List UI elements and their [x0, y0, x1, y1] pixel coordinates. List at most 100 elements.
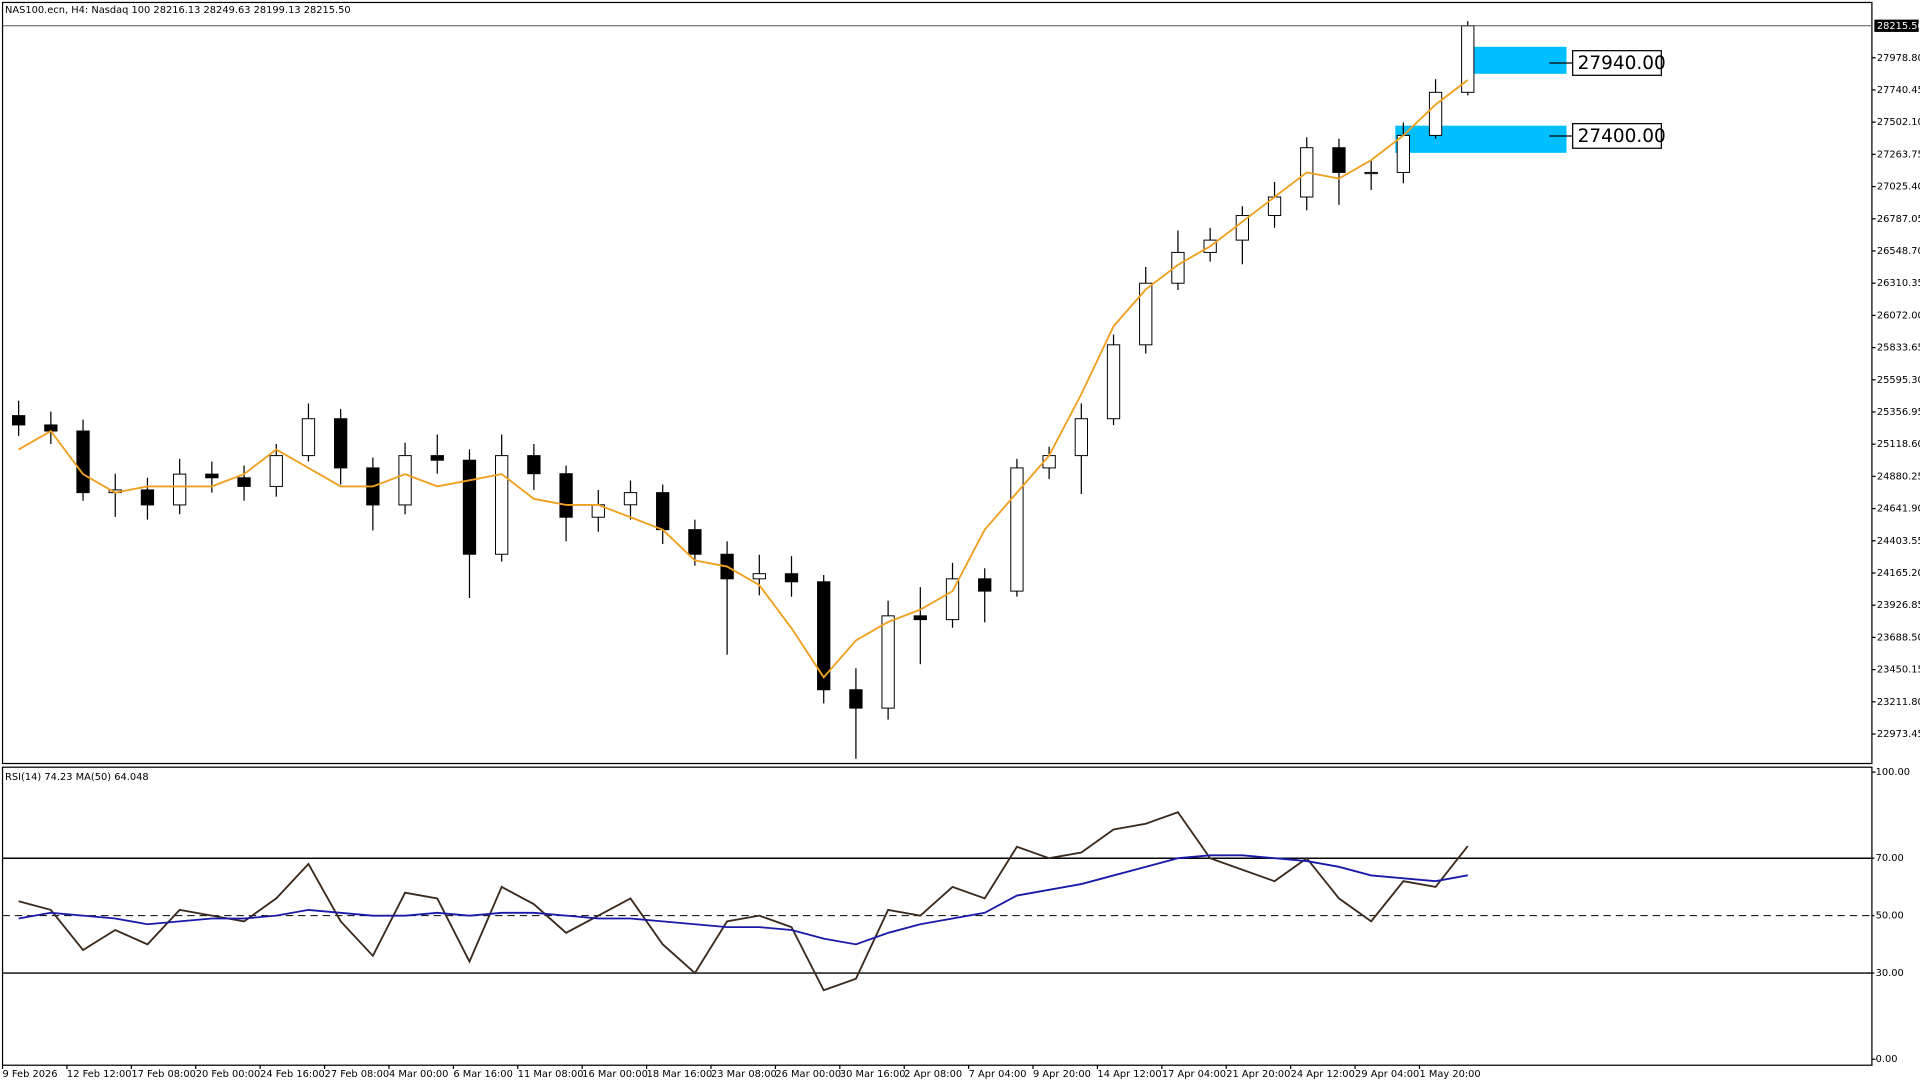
y-tick-label: 50.00	[1876, 911, 1904, 922]
zone	[1395, 125, 1567, 153]
y-tick-label: 22973.45	[1877, 729, 1920, 740]
candle-body	[817, 581, 831, 691]
x-tick-label: 16 Mar 00:00	[582, 1069, 648, 1080]
candle-body	[430, 455, 444, 461]
x-tick-label: 4 Mar 00:00	[389, 1069, 448, 1080]
x-tick-label: 24 Feb 16:00	[260, 1069, 325, 1080]
rsi-line	[18, 811, 1469, 992]
candle-body	[849, 689, 863, 709]
moving-average	[18, 79, 1469, 679]
y-tick-label: 23688.50	[1877, 632, 1920, 643]
rsi-title: RSI(14) 74.23 MA(50) 64.048	[5, 772, 149, 783]
y-tick-label: 23450.15	[1877, 665, 1920, 676]
candle-body	[913, 615, 927, 621]
candle-body	[1396, 134, 1411, 173]
y-tick-label: 27025.40	[1877, 182, 1920, 193]
candle-body	[1074, 418, 1088, 457]
x-tick-label: 26 Mar 00:00	[775, 1069, 841, 1080]
y-tick-label: 26548.70	[1877, 246, 1920, 257]
x-tick-label: 29 Apr 04:00	[1355, 1069, 1419, 1080]
y-tick-label: 25595.30	[1877, 375, 1920, 386]
candle-body	[623, 492, 638, 506]
candle-body	[656, 492, 670, 531]
y-tick-label: 30.00	[1876, 968, 1904, 979]
y-tick-label: 24165.20	[1877, 568, 1920, 579]
candle-body	[1010, 467, 1024, 592]
candle-body	[1428, 91, 1443, 136]
zone-label: 27400.00	[1578, 126, 1666, 147]
candle-body	[1106, 344, 1121, 420]
candle-body	[237, 477, 251, 487]
y-tick-label: 27263.75	[1877, 149, 1920, 160]
candle-body	[140, 489, 155, 506]
candle-body	[1235, 215, 1249, 241]
y-tick-label: 26787.05	[1877, 214, 1920, 225]
main-panel	[1, 1, 1873, 765]
candle-body	[978, 578, 992, 592]
y-tick-label-box	[1874, 909, 1906, 922]
x-tick-label: 9 Apr 20:00	[1033, 1069, 1091, 1080]
candle-body	[205, 473, 219, 479]
x-tick-label: 30 Mar 16:00	[840, 1069, 906, 1080]
y-tick-label: 27502.10	[1877, 117, 1920, 128]
x-tick-label: 7 Apr 04:00	[969, 1069, 1027, 1080]
y-tick-label: 25356.95	[1877, 407, 1920, 418]
candle-body	[752, 573, 766, 580]
x-tick-label: 17 Feb 08:00	[131, 1069, 196, 1080]
candle-body	[1139, 282, 1153, 346]
x-tick-label: 2 Apr 08:00	[904, 1069, 962, 1080]
rsi-panel	[1, 766, 1873, 1066]
current-price-box	[1874, 19, 1919, 32]
x-tick-label: 6 Mar 16:00	[453, 1069, 512, 1080]
y-tick-label: 27740.45	[1877, 85, 1920, 96]
zone	[1463, 46, 1567, 74]
y-tick-label: 0.00	[1876, 1054, 1898, 1065]
y-tick-label: 24403.55	[1877, 536, 1920, 547]
candle-body	[559, 473, 573, 518]
x-tick-label: 14 Apr 12:00	[1097, 1069, 1161, 1080]
x-tick-label: 21 Apr 20:00	[1226, 1069, 1290, 1080]
candle-body	[269, 455, 283, 487]
y-tick-label: 70.00	[1876, 853, 1904, 864]
y-tick-label-box	[1874, 852, 1906, 865]
candle-body	[301, 418, 316, 457]
rsi-line	[18, 854, 1468, 946]
x-tick-label: 18 Mar 16:00	[647, 1069, 713, 1080]
y-tick-label: 100.00	[1876, 767, 1910, 778]
y-tick-label: 26072.00	[1877, 310, 1920, 321]
candle-body	[495, 455, 509, 555]
current-price-label: 28215.50	[1877, 21, 1920, 32]
candle-body	[172, 473, 187, 506]
y-tick-label: 23211.80	[1877, 697, 1920, 708]
candle-body	[462, 459, 477, 555]
zone-label-box	[1572, 50, 1662, 76]
zone-label-box	[1572, 123, 1662, 149]
x-tick-label: 24 Apr 12:00	[1291, 1069, 1355, 1080]
y-tick-label: 24880.25	[1877, 471, 1920, 482]
x-tick-label: 9 Feb 2026	[3, 1069, 58, 1080]
candle-body	[398, 455, 412, 506]
candle-body	[334, 418, 348, 469]
zone-label: 27940.00	[1578, 53, 1666, 74]
candle-body	[76, 430, 90, 494]
x-tick-label: 20 Feb 00:00	[196, 1069, 261, 1080]
candle-body	[881, 615, 895, 709]
y-tick-label: 23926.85	[1877, 600, 1920, 611]
y-tick-label: 24641.90	[1877, 504, 1920, 515]
x-tick-label: 11 Mar 08:00	[518, 1069, 584, 1080]
candle-body	[527, 455, 541, 475]
x-tick-label: 17 Apr 04:00	[1162, 1069, 1226, 1080]
chart-title: NAS100.ecn, H4: Nasdaq 100 28216.13 2824…	[5, 5, 351, 16]
y-tick-label: 25118.60	[1877, 439, 1920, 450]
candle-body	[11, 415, 26, 426]
candle-body	[688, 529, 702, 555]
x-tick-label: 27 Feb 08:00	[325, 1069, 390, 1080]
candle-body	[784, 573, 799, 583]
candle-body	[1364, 171, 1378, 175]
x-tick-label: 1 May 20:00	[1419, 1069, 1480, 1080]
y-tick-label: 26310.35	[1877, 278, 1920, 289]
x-tick-label: 23 Mar 08:00	[711, 1069, 777, 1080]
candle-body	[1171, 251, 1185, 284]
